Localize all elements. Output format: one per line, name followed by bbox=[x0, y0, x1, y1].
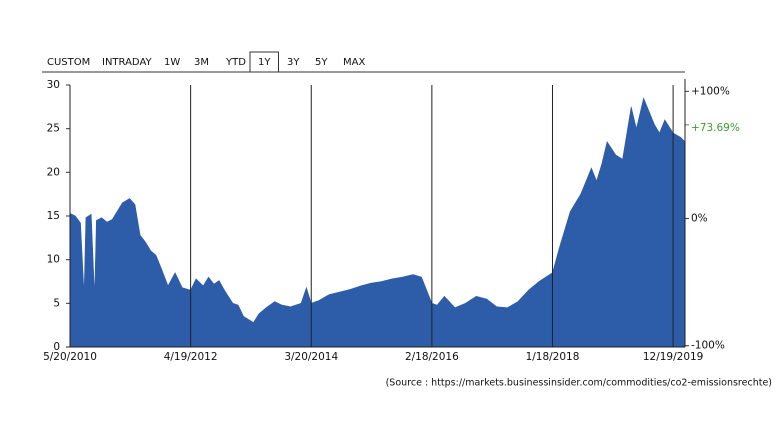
y-tick-label: 10 bbox=[47, 254, 60, 266]
y-tick-label: 30 bbox=[47, 79, 60, 91]
tab[interactable]: 3Y bbox=[287, 57, 300, 68]
tab[interactable]: MAX bbox=[343, 57, 365, 68]
y-tick-label: 5 bbox=[53, 297, 60, 309]
price-area bbox=[69, 97, 686, 348]
y-tick-label: 20 bbox=[47, 166, 60, 178]
y2-tick-label: -100% bbox=[691, 340, 725, 352]
tab[interactable]: 1Y bbox=[258, 57, 271, 68]
tab[interactable]: CUSTOM bbox=[47, 57, 90, 68]
y-tick-label: 15 bbox=[47, 210, 60, 222]
y-tick-label: 25 bbox=[47, 123, 60, 135]
y2-tick-label: +100% bbox=[691, 85, 730, 97]
tab[interactable]: INTRADAY bbox=[102, 57, 153, 68]
y2-tick-label: 0% bbox=[691, 213, 708, 225]
tab[interactable]: 1W bbox=[164, 57, 180, 68]
x-tick-label: 3/20/2014 bbox=[284, 351, 338, 363]
selected-tab-box bbox=[249, 51, 279, 73]
x-tick-label: 1/18/2018 bbox=[526, 351, 580, 363]
x-tick-label: 4/19/2012 bbox=[164, 351, 218, 363]
source-note: (Source : https://markets.businessinside… bbox=[386, 378, 772, 389]
y-tick-label: 0 bbox=[53, 341, 60, 353]
tab[interactable]: 5Y bbox=[315, 57, 328, 68]
tab[interactable]: 3M bbox=[194, 57, 209, 68]
x-tick-label: 12/19/2019 bbox=[643, 351, 704, 363]
x-tick-label: 2/18/2016 bbox=[405, 351, 459, 363]
change-label: +73.69% bbox=[691, 122, 740, 134]
tab[interactable]: YTD bbox=[225, 57, 246, 68]
x-tick-label: 5/20/2010 bbox=[43, 351, 97, 363]
